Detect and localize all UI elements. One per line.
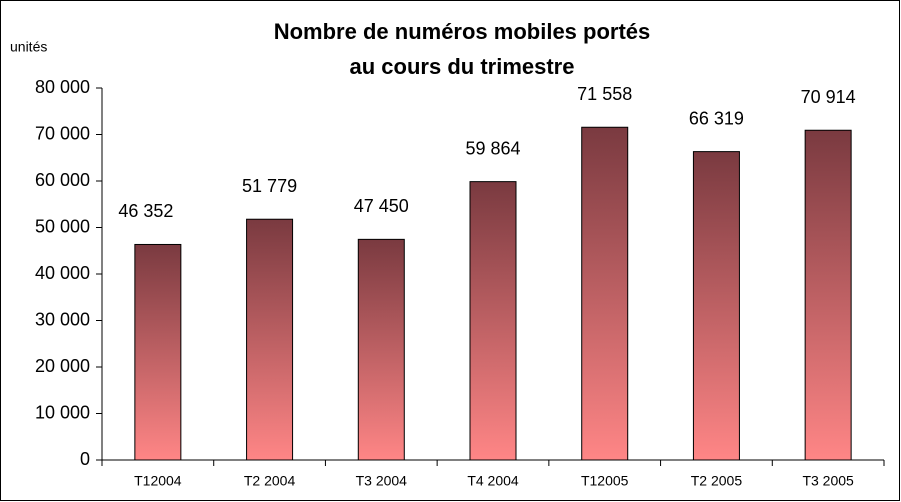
data-label: 47 450: [354, 196, 409, 216]
y-tick-label: 30 000: [35, 309, 90, 329]
bar: [581, 126, 629, 461]
x-tick-label: T3 2005: [802, 473, 854, 489]
x-tick-label: T12005: [581, 473, 629, 489]
y-axis-label: unités: [10, 39, 47, 55]
x-tick-label: T3 2004: [356, 473, 408, 489]
data-label: 51 779: [242, 176, 297, 196]
data-label: 71 558: [577, 84, 632, 104]
y-tick-label: 70 000: [35, 123, 90, 143]
data-label: 70 914: [801, 87, 856, 107]
y-tick-label: 50 000: [35, 216, 90, 236]
chart-title: Nombre de numéros mobiles portés: [274, 19, 651, 44]
x-tick-label: T12004: [134, 473, 182, 489]
y-tick-label: 40 000: [35, 263, 90, 283]
y-tick-label: 10 000: [35, 402, 90, 422]
y-tick-label: 80 000: [35, 77, 90, 97]
bar: [692, 151, 740, 461]
y-tick-label: 20 000: [35, 356, 90, 376]
y-tick-label: 60 000: [35, 170, 90, 190]
x-tick-label: T4 2004: [467, 473, 519, 489]
data-label: 66 319: [689, 108, 744, 128]
chart-title: au cours du trimestre: [350, 54, 575, 79]
data-label: 59 864: [465, 138, 520, 158]
data-label: 46 352: [118, 201, 173, 221]
y-tick-label: 0: [80, 449, 90, 469]
bar: [804, 129, 852, 461]
bar: [246, 218, 294, 461]
bar: [469, 181, 517, 461]
bar: [134, 243, 182, 461]
bar: [357, 238, 405, 461]
x-tick-label: T2 2004: [244, 473, 296, 489]
x-tick-label: T2 2005: [691, 473, 743, 489]
